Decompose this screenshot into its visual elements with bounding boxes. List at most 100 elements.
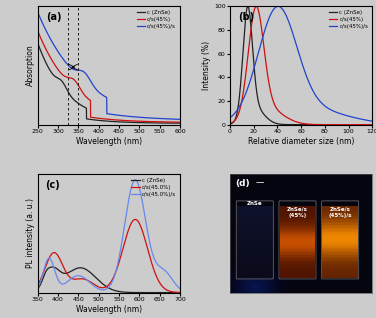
Bar (322, 206, 358, 207)
Bar (322, 258, 358, 259)
Bar (237, 228, 273, 229)
Bar (280, 226, 315, 228)
Bar (322, 212, 358, 213)
Bar (322, 274, 358, 275)
Bar (280, 239, 315, 241)
Bar (237, 262, 273, 264)
Bar (280, 264, 315, 265)
Bar (280, 255, 315, 257)
Bar (322, 245, 358, 246)
Bar (280, 235, 315, 236)
Bar (280, 271, 315, 273)
Bar (322, 235, 358, 236)
Bar (322, 228, 358, 229)
Bar (280, 273, 315, 274)
Bar (237, 218, 273, 219)
Bar (280, 252, 315, 254)
Bar (237, 255, 273, 257)
Bar (237, 220, 273, 222)
Bar (280, 219, 315, 220)
Bar (280, 270, 315, 271)
Bar (280, 267, 315, 268)
Bar (322, 246, 358, 248)
Bar (322, 254, 358, 255)
Y-axis label: Intensity (%): Intensity (%) (202, 41, 211, 90)
Bar (280, 207, 315, 209)
Bar (237, 261, 273, 262)
Bar (237, 209, 273, 210)
Bar (280, 258, 315, 259)
Bar (237, 233, 273, 235)
Bar (322, 232, 358, 233)
Bar (237, 216, 273, 218)
Bar (280, 274, 315, 275)
Bar (237, 259, 273, 261)
Bar (280, 209, 315, 210)
Bar (280, 216, 315, 218)
Bar (322, 267, 358, 268)
Y-axis label: Absorption: Absorption (26, 45, 35, 86)
Bar (280, 210, 315, 212)
Bar (237, 251, 273, 252)
Bar (322, 218, 358, 219)
Bar (237, 229, 273, 231)
Bar (280, 213, 315, 215)
Bar (237, 273, 273, 274)
Bar (322, 244, 358, 245)
Bar (237, 236, 273, 238)
Bar (237, 252, 273, 254)
Bar (322, 233, 358, 235)
Legend: c (ZnSe), c/s(45%), c/s(45%)/s: c (ZnSe), c/s(45%), c/s(45%)/s (136, 9, 177, 30)
Bar (322, 268, 358, 270)
Bar (280, 241, 315, 242)
Text: (c): (c) (45, 180, 59, 190)
Bar (322, 264, 358, 265)
Bar (322, 236, 358, 238)
Bar (280, 245, 315, 246)
Bar (237, 222, 273, 223)
Bar (322, 271, 358, 273)
Bar (322, 216, 358, 218)
Bar (280, 206, 315, 207)
Bar (322, 273, 358, 274)
Bar (237, 241, 273, 242)
Bar (237, 238, 273, 239)
Bar (322, 231, 358, 232)
Bar (237, 245, 273, 246)
Bar (280, 259, 315, 261)
Bar (322, 219, 358, 220)
Bar (280, 246, 315, 248)
Bar (322, 249, 358, 251)
Text: (b): (b) (238, 12, 255, 22)
Bar (322, 265, 358, 267)
Bar (322, 257, 358, 258)
Text: (d): (d) (235, 179, 250, 188)
Bar (322, 277, 358, 278)
Bar (237, 206, 273, 207)
Bar (322, 215, 358, 216)
Bar (280, 218, 315, 219)
Bar (280, 244, 315, 245)
Bar (237, 242, 273, 244)
Bar (237, 277, 273, 278)
Bar (237, 246, 273, 248)
Bar (280, 268, 315, 270)
Legend: c (ZnSe), c/s(45.0%), c/s(45.0%)/s: c (ZnSe), c/s(45.0%), c/s(45.0%)/s (130, 177, 177, 198)
Bar (322, 213, 358, 215)
Bar (237, 254, 273, 255)
Bar (280, 248, 315, 249)
Bar (280, 215, 315, 216)
Bar (237, 225, 273, 226)
Bar (322, 207, 358, 209)
Bar (280, 265, 315, 267)
Bar (237, 212, 273, 213)
Legend: c (ZnSe), c/s(45%), c/s(45%)/s: c (ZnSe), c/s(45%), c/s(45%)/s (328, 9, 370, 30)
Bar (322, 261, 358, 262)
Bar (237, 213, 273, 215)
Text: ZnSe/s
(45%): ZnSe/s (45%) (287, 207, 308, 218)
Bar (280, 229, 315, 231)
Bar (322, 226, 358, 228)
Bar (280, 233, 315, 235)
Bar (322, 220, 358, 222)
Bar (237, 265, 273, 267)
